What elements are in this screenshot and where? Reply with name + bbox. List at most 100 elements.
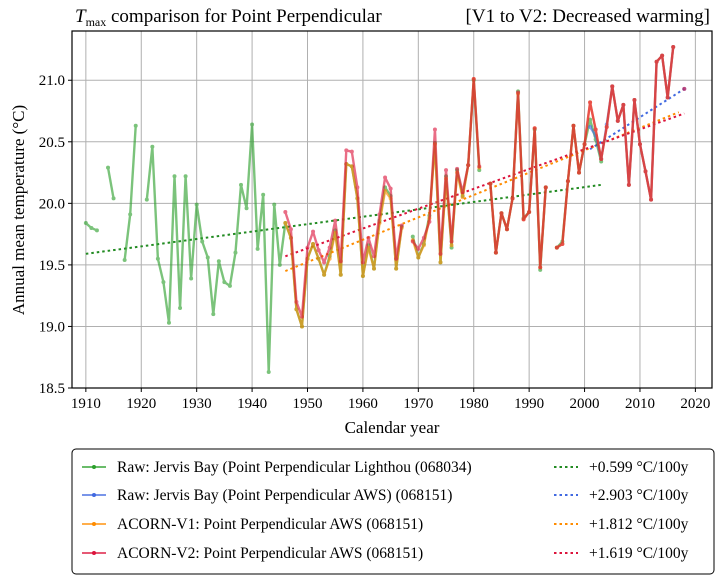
data-point [377, 212, 382, 217]
data-point [521, 217, 526, 222]
data-point [444, 168, 449, 173]
data-point [543, 185, 548, 190]
data-point [172, 174, 177, 179]
title-variable-subscript: max [86, 15, 107, 29]
data-point [671, 45, 676, 50]
data-point [438, 251, 443, 256]
data-point [277, 262, 282, 267]
y-tick-label: 19.5 [39, 258, 65, 274]
data-point [144, 197, 149, 202]
data-point [471, 77, 476, 82]
data-point [283, 221, 288, 226]
data-point [288, 227, 293, 232]
legend-frame [71, 448, 715, 575]
series-line-segment [106, 167, 115, 199]
series-line-segment [284, 149, 403, 318]
data-point [366, 235, 371, 240]
data-point [582, 142, 587, 147]
title-variable: T [75, 6, 87, 27]
data-point [222, 280, 227, 285]
y-axis-label: Annual mean temperature (°C) [9, 105, 28, 315]
x-tick-label: 1920 [126, 396, 156, 412]
data-point [449, 243, 454, 248]
x-tick-label: 2010 [625, 396, 655, 412]
series-lines [83, 45, 687, 374]
data-point [383, 175, 388, 180]
data-point [455, 166, 460, 171]
data-point [316, 256, 321, 261]
data-point [460, 190, 465, 195]
y-axis-ticks: 18.5 19.0 19.5 20.0 20.5 21.0 [39, 73, 72, 397]
legend-trend-label-1: +0.599 °C/100y [589, 459, 689, 476]
series-4 [283, 45, 687, 319]
data-point [421, 235, 426, 240]
y-tick-label: 20.0 [39, 196, 65, 212]
data-point [516, 90, 521, 95]
series-3 [283, 45, 676, 329]
data-point [338, 272, 343, 277]
data-point [255, 246, 260, 251]
data-point [227, 283, 232, 288]
data-point [360, 273, 365, 278]
data-point [493, 250, 498, 255]
data-point [371, 266, 376, 271]
data-point [632, 97, 637, 102]
legend-label-1: Raw: Jervis Bay (Point Perpendicular Lig… [117, 459, 472, 476]
data-point [449, 239, 454, 244]
data-point [233, 250, 238, 255]
data-point [333, 218, 338, 223]
legend-label-3: ACORN-V1: Point Perpendicular AWS (06815… [117, 516, 423, 533]
data-point [166, 320, 171, 325]
data-point [205, 255, 210, 260]
data-point [371, 254, 376, 259]
x-tick-label: 1940 [237, 396, 267, 412]
x-axis-label: Calendar year [345, 418, 440, 437]
data-point [416, 255, 421, 260]
chart-title-text: Tmax comparison for Point Perpendicular [75, 6, 382, 29]
data-point [438, 260, 443, 265]
data-point [89, 225, 94, 230]
legend-label-2: Raw: Jervis Bay (Point Perpendicular AWS… [117, 487, 452, 504]
data-point [211, 312, 216, 317]
legend: Raw: Jervis Bay (Point Perpendicular Lig… [71, 448, 715, 575]
data-point [416, 246, 421, 251]
data-point [599, 157, 604, 162]
data-point [654, 59, 659, 64]
data-point [128, 212, 133, 217]
data-point [410, 239, 415, 244]
legend-marker [92, 493, 96, 497]
data-point [554, 245, 559, 250]
data-point [189, 276, 194, 281]
data-point [183, 174, 188, 179]
data-point [499, 211, 504, 216]
legend-marker [92, 551, 96, 555]
data-point [311, 229, 316, 234]
data-point [560, 241, 565, 246]
data-point [311, 241, 316, 246]
data-point [133, 123, 138, 128]
legend-marker [92, 465, 96, 469]
data-point [565, 179, 570, 184]
data-point [322, 272, 327, 277]
data-point [349, 149, 354, 154]
data-point [178, 305, 183, 310]
data-point [427, 219, 432, 224]
data-point [272, 202, 277, 207]
data-point [327, 245, 332, 250]
data-point [83, 221, 88, 226]
data-point [394, 266, 399, 271]
title-annotation: [V1 to V2: Decreased warming] [466, 6, 710, 27]
trend-line-4 [284, 112, 685, 258]
data-point [294, 307, 299, 312]
data-point [266, 369, 271, 374]
data-point [111, 196, 116, 201]
data-point [305, 245, 310, 250]
data-point [299, 314, 304, 319]
data-point [194, 202, 199, 207]
data-point [626, 182, 631, 187]
x-tick-label: 1980 [459, 396, 489, 412]
data-point [250, 122, 255, 127]
x-tick-label: 1950 [292, 396, 322, 412]
title-main: comparison for Point Perpendicular [106, 6, 382, 27]
